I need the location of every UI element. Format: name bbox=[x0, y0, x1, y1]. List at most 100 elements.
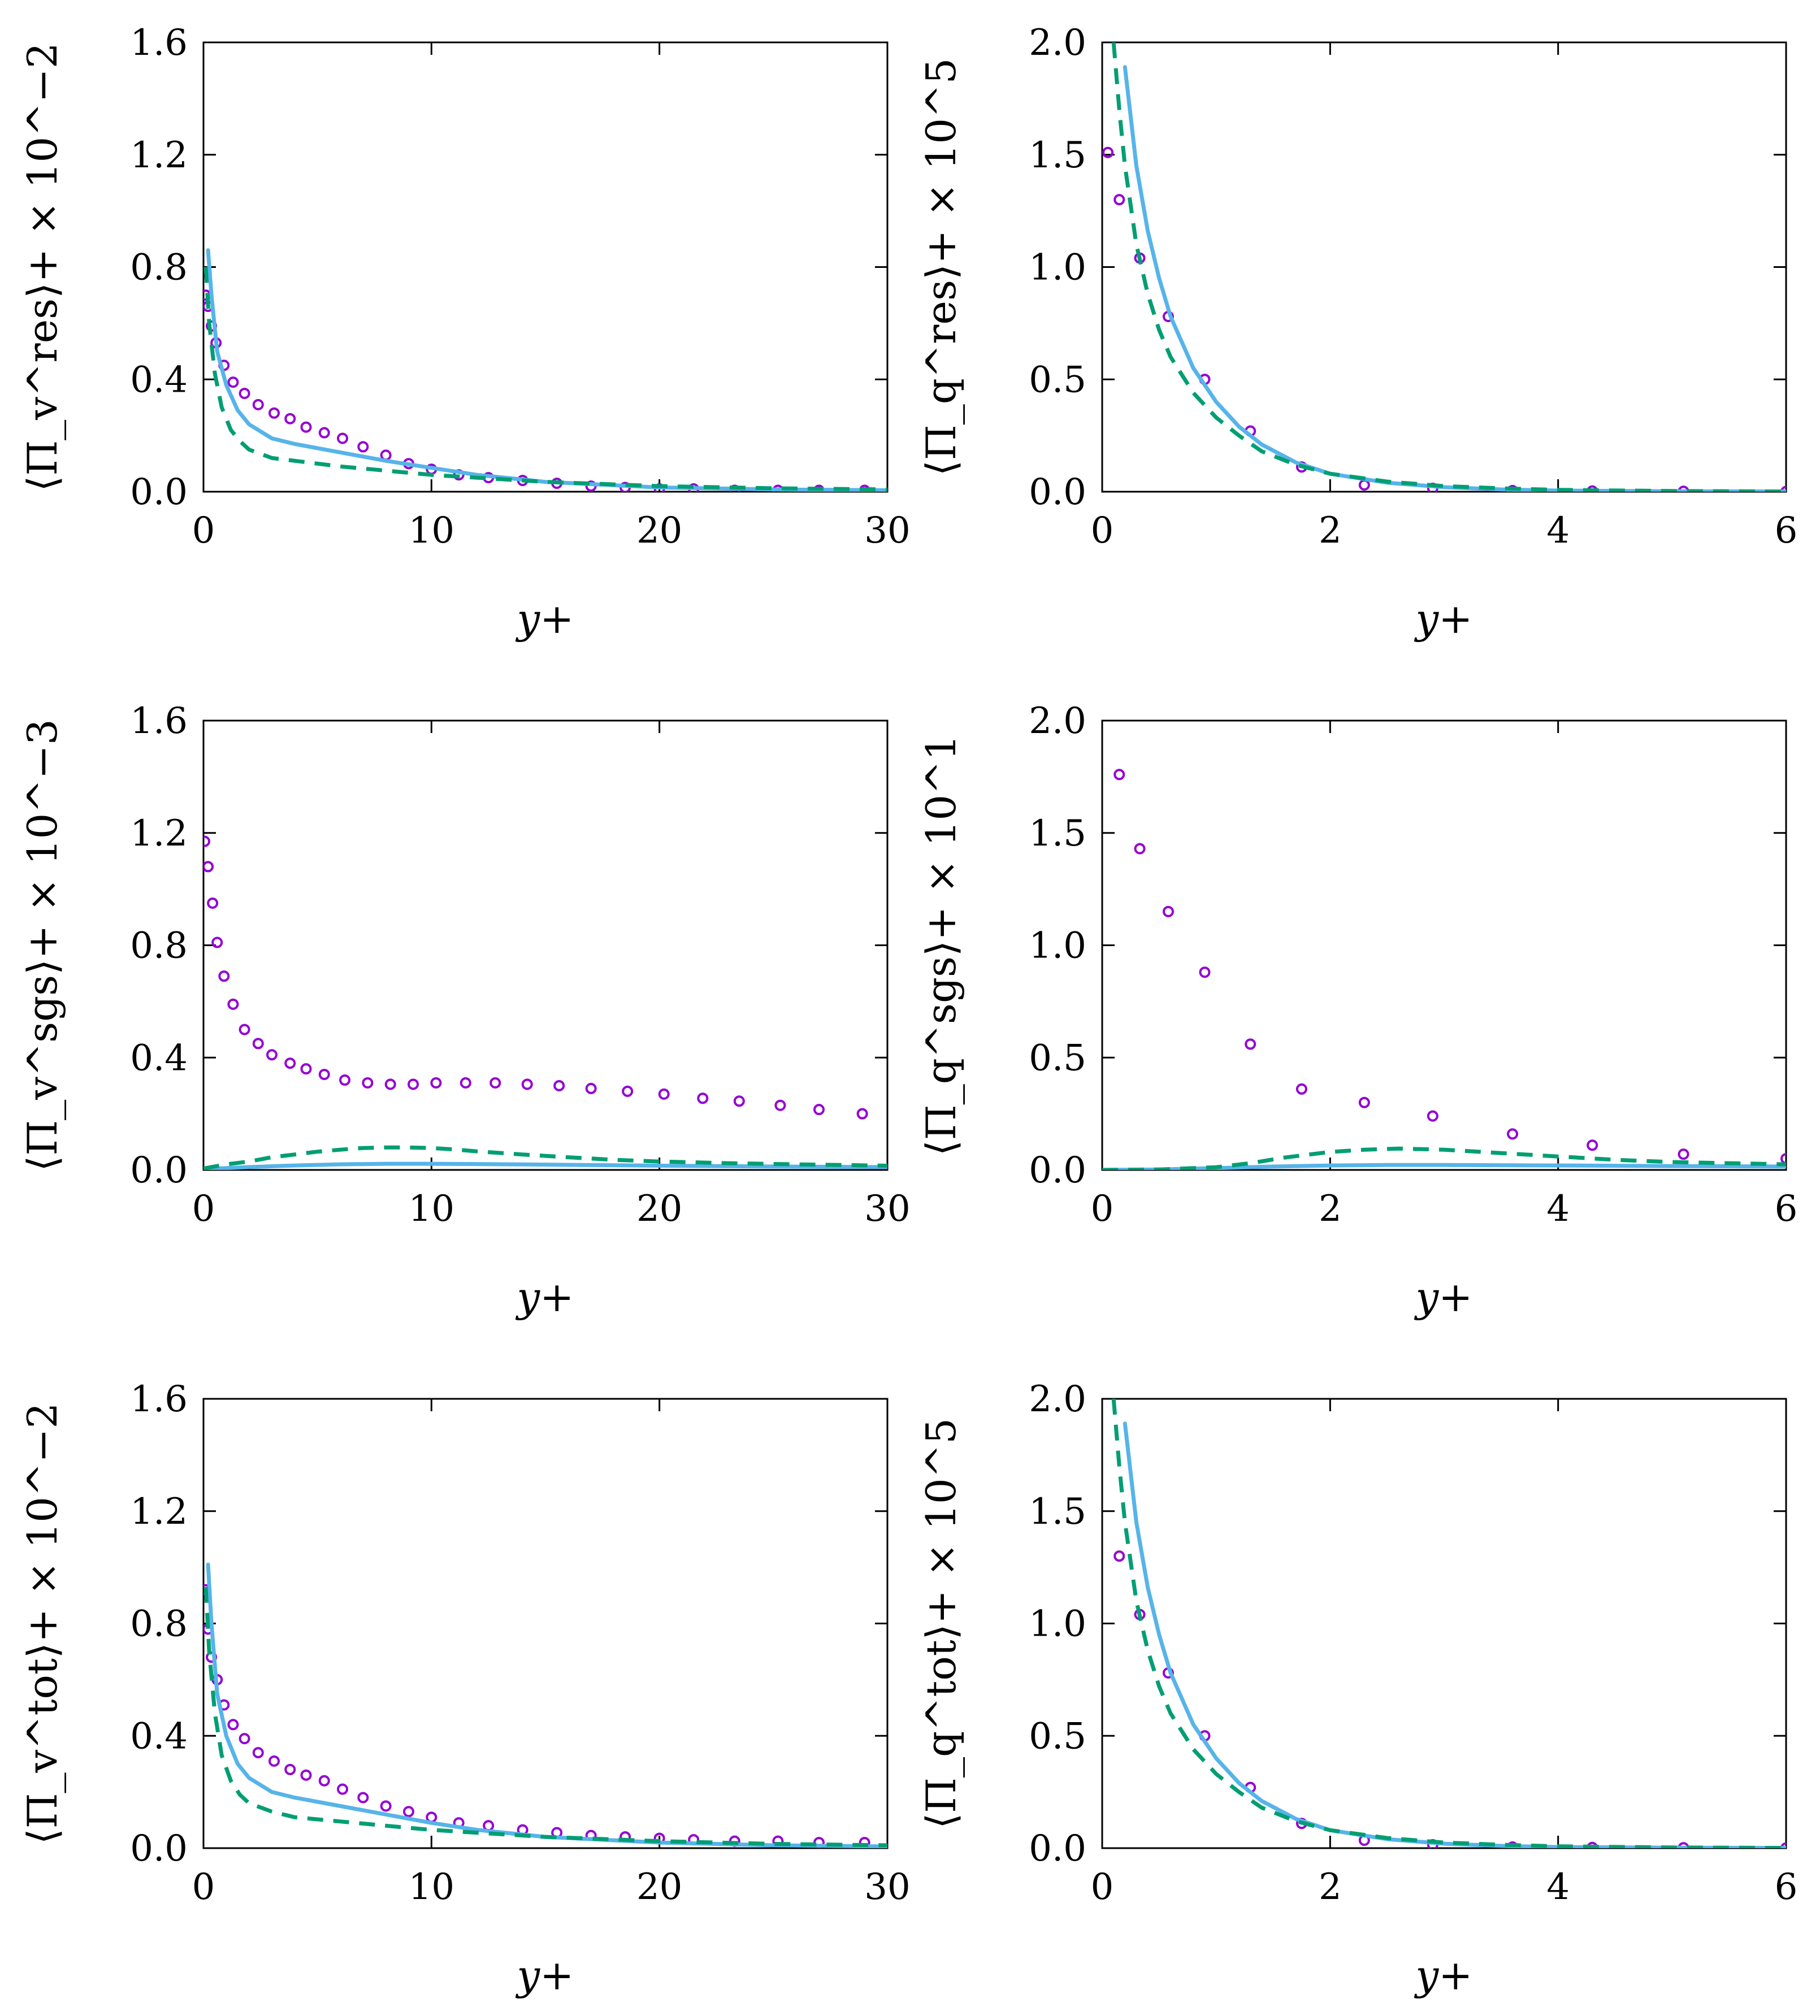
y-tick-label: 1.6 bbox=[130, 700, 188, 742]
series-line-solid bbox=[206, 1562, 887, 1848]
data-point bbox=[339, 1074, 351, 1086]
data-point bbox=[1427, 1110, 1438, 1122]
series-line-solid bbox=[1123, 65, 1786, 492]
data-point bbox=[252, 1038, 264, 1050]
y-tick-label: 0.4 bbox=[130, 1037, 188, 1079]
y-tick-label: 1.2 bbox=[130, 1491, 188, 1533]
y-tick-label: 1.2 bbox=[130, 813, 188, 855]
data-point bbox=[380, 1800, 392, 1812]
data-point bbox=[1587, 1139, 1598, 1151]
x-tick-label: 0 bbox=[1091, 1188, 1114, 1230]
data-point bbox=[1507, 1128, 1518, 1140]
series-dashed bbox=[1102, 1146, 1786, 1170]
data-point bbox=[430, 1077, 442, 1089]
data-point bbox=[218, 970, 230, 982]
data-point bbox=[658, 1088, 670, 1100]
x-tick-label: 2 bbox=[1319, 510, 1342, 552]
data-point bbox=[252, 1747, 264, 1759]
data-point bbox=[300, 1063, 312, 1075]
plot-frame bbox=[1101, 719, 1787, 1171]
data-point bbox=[337, 432, 349, 444]
y-tick-label: 2.0 bbox=[1029, 22, 1086, 64]
y-tick-label: 1.5 bbox=[1029, 813, 1086, 855]
x-tick-label: 2 bbox=[1319, 1188, 1342, 1230]
data-point bbox=[268, 407, 280, 419]
series-solid bbox=[1123, 1421, 1786, 1848]
x-tick-label: 4 bbox=[1546, 1188, 1570, 1230]
x-tick-label: 6 bbox=[1775, 1866, 1798, 1908]
series-line-solid bbox=[203, 1161, 887, 1170]
data-point bbox=[553, 1079, 565, 1091]
data-point bbox=[203, 861, 214, 873]
plot-frame bbox=[202, 41, 889, 493]
data-point bbox=[1295, 1083, 1307, 1095]
series-circles bbox=[203, 835, 868, 1120]
data-point bbox=[774, 1099, 786, 1111]
y-tick-label: 0.8 bbox=[130, 247, 188, 289]
data-point bbox=[1358, 1096, 1370, 1108]
data-point bbox=[585, 1082, 597, 1094]
y-tick-label: 1.6 bbox=[130, 1378, 188, 1420]
data-point bbox=[211, 937, 223, 948]
data-point bbox=[318, 427, 330, 439]
y-tick-label: 1.0 bbox=[1029, 247, 1086, 289]
y-tick-label: 0.4 bbox=[130, 359, 188, 401]
y-tick-label: 0.5 bbox=[1029, 1715, 1086, 1757]
series-solid bbox=[206, 1562, 887, 1848]
data-point bbox=[1113, 1550, 1125, 1562]
x-tick-label: 10 bbox=[409, 1188, 454, 1230]
data-point bbox=[227, 376, 239, 388]
data-point bbox=[489, 1077, 501, 1089]
panel-res_v: 0 10 20 30 0.0 0.4 0.8 1.2 1.6 y+ ⟨Π_v^res⟩+ × 10^… bbox=[19, 22, 911, 643]
x-axis-title: y+ bbox=[515, 1952, 574, 1999]
data-point bbox=[1245, 1038, 1256, 1050]
x-tick-label: 2 bbox=[1319, 1866, 1342, 1908]
y-tick-label: 0.5 bbox=[1029, 1037, 1086, 1079]
y-tick-label: 0.0 bbox=[130, 471, 188, 513]
series-line-dashed bbox=[203, 1586, 887, 1848]
series-dashed bbox=[1111, 42, 1786, 492]
y-tick-label: 1.6 bbox=[130, 22, 188, 64]
y-tick-label: 0.4 bbox=[130, 1715, 188, 1757]
data-point bbox=[622, 1085, 634, 1097]
y-tick-label: 1.5 bbox=[1029, 135, 1086, 176]
data-point bbox=[357, 1792, 369, 1803]
plot-frame bbox=[1101, 41, 1787, 493]
series-dashed bbox=[203, 1586, 887, 1848]
data-point bbox=[384, 1078, 396, 1090]
y-tick-label: 0.0 bbox=[130, 1150, 188, 1191]
data-point bbox=[362, 1077, 374, 1089]
y-axis-title: ⟨Π_q^tot⟩+ × 10^5 bbox=[917, 1418, 965, 1829]
data-point bbox=[1358, 479, 1370, 491]
data-point bbox=[252, 398, 264, 410]
data-point bbox=[268, 1755, 280, 1767]
y-tick-label: 0.0 bbox=[1029, 1150, 1086, 1191]
x-tick-label: 0 bbox=[192, 1866, 215, 1908]
data-point bbox=[300, 421, 312, 433]
data-point bbox=[266, 1049, 278, 1061]
series-solid bbox=[203, 1161, 887, 1170]
data-point bbox=[227, 1719, 239, 1731]
series-solid bbox=[206, 248, 887, 492]
data-point bbox=[357, 441, 369, 453]
x-tick-label: 4 bbox=[1546, 510, 1570, 552]
series-line-solid bbox=[206, 248, 887, 492]
x-tick-label: 6 bbox=[1775, 510, 1798, 552]
x-tick-label: 30 bbox=[864, 510, 910, 552]
series-line-dashed bbox=[1111, 42, 1786, 492]
data-point bbox=[227, 998, 239, 1010]
data-point bbox=[203, 835, 211, 847]
data-point bbox=[1134, 843, 1146, 855]
x-tick-label: 30 bbox=[864, 1866, 910, 1908]
y-tick-label: 1.5 bbox=[1029, 1491, 1086, 1533]
x-tick-label: 20 bbox=[636, 1188, 682, 1230]
series-circles bbox=[203, 289, 870, 492]
y-tick-label: 1.2 bbox=[130, 135, 188, 176]
data-point bbox=[300, 1769, 312, 1781]
data-point bbox=[318, 1775, 330, 1787]
y-tick-label: 0.0 bbox=[1029, 1828, 1086, 1870]
data-point bbox=[460, 1077, 471, 1089]
x-tick-label: 0 bbox=[192, 1188, 215, 1230]
y-tick-label: 0.8 bbox=[130, 1603, 188, 1645]
series-circles bbox=[1113, 1550, 1786, 1848]
